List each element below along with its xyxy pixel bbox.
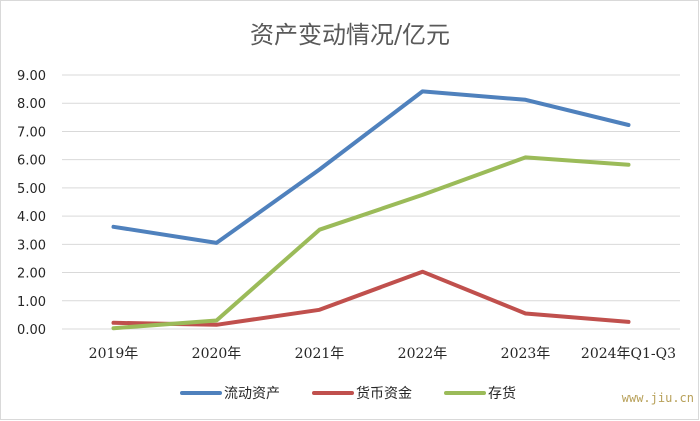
x-tick-label: 2019年: [89, 346, 139, 362]
y-tick-label: 0.00: [17, 323, 46, 338]
legend-label: 流动资产: [224, 386, 280, 402]
y-tick-label: 7.00: [17, 125, 46, 140]
series-line-1: [111, 269, 631, 327]
x-tick-label: 2022年: [398, 346, 448, 362]
x-tick-label: 2024年Q1-Q3: [581, 346, 676, 362]
y-tick-label: 6.00: [17, 154, 46, 169]
chart-title: 资产变动情况/亿元: [250, 21, 450, 49]
series-line-0: [111, 89, 631, 245]
y-tick-label: 3.00: [17, 238, 46, 253]
legend-label: 存货: [488, 385, 516, 402]
y-tick-label: 1.00: [17, 295, 46, 310]
y-tick-label: 4.00: [17, 210, 46, 225]
legend: 流动资产 货币资金 存货: [180, 385, 516, 402]
y-axis-ticks: 0.00 1.00 2.00 3.00 4.00 5.00 6.00 7.00 8.00 9.00: [17, 69, 46, 338]
series-line-2: [111, 155, 631, 331]
legend-label: 货币资金: [356, 385, 412, 402]
y-tick-label: 9.00: [17, 69, 46, 84]
x-tick-label: 2023年: [501, 346, 551, 362]
x-tick-label: 2021年: [295, 346, 345, 362]
x-tick-label: 2020年: [192, 346, 242, 362]
y-tick-label: 5.00: [17, 182, 46, 197]
x-axis-ticks: 2019年 2020年 2021年 2022年 2023年 2024年Q1-Q3: [89, 346, 676, 362]
series-lines: [111, 89, 631, 331]
watermark-text: www.jiu.cn: [622, 391, 694, 405]
y-tick-label: 2.00: [17, 267, 46, 282]
y-tick-label: 8.00: [17, 97, 46, 112]
